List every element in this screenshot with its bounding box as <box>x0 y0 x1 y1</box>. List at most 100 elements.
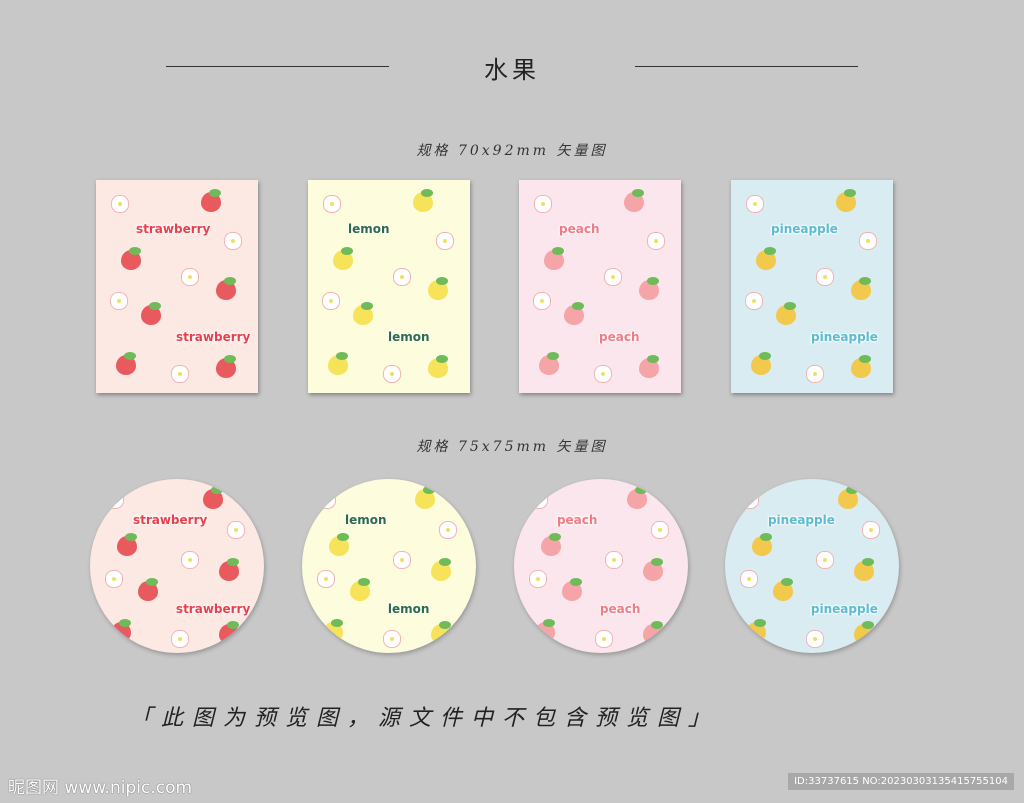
peach-icon <box>642 621 663 645</box>
leaf-icon <box>336 533 349 542</box>
flower-icon <box>604 268 622 286</box>
flower-icon <box>859 232 877 250</box>
peach-icon <box>564 302 584 325</box>
fruit-label: lemon <box>348 222 390 236</box>
title-rule-right <box>635 66 858 67</box>
peach-icon <box>540 533 561 557</box>
leaf-icon <box>436 277 448 285</box>
strawberry-icon <box>216 277 236 300</box>
peach-icon <box>639 355 659 378</box>
leaf-icon <box>124 533 137 542</box>
leaf-icon <box>436 355 448 363</box>
leaf-icon <box>861 557 874 566</box>
pineapple-icon <box>756 247 776 270</box>
flower-icon <box>647 232 665 250</box>
leaf-icon <box>331 618 344 627</box>
peach-icon <box>535 618 556 642</box>
leaf-icon <box>421 189 433 197</box>
fruit-label: lemon <box>344 513 387 528</box>
peach-icon <box>544 247 564 270</box>
flower-icon <box>171 365 189 383</box>
pineapple-icon <box>751 533 772 557</box>
strawberry-icon <box>201 189 221 212</box>
leaf-icon <box>547 352 559 360</box>
label-card-rect: peach peach <box>519 180 681 393</box>
flower-icon <box>529 570 548 589</box>
flower-icon <box>534 195 552 213</box>
leaf-icon <box>226 557 239 566</box>
label-card-round: strawberry strawberry <box>90 479 264 653</box>
lemon-icon <box>428 277 448 300</box>
leaf-icon <box>438 557 451 566</box>
peach-icon <box>639 277 659 300</box>
flower-icon <box>806 365 824 383</box>
flower-icon <box>816 550 835 569</box>
leaf-icon <box>647 355 659 363</box>
fruit-label: pineapple <box>767 513 835 528</box>
leaf-icon <box>146 578 159 587</box>
leaf-icon <box>210 485 223 494</box>
fruit-label: peach <box>599 601 641 616</box>
strawberry-icon <box>202 485 223 509</box>
fruit-label: lemon <box>387 601 430 616</box>
leaf-icon <box>764 247 776 255</box>
leaf-icon <box>341 247 353 255</box>
lemon-icon <box>428 355 448 378</box>
leaf-icon <box>650 621 663 630</box>
label-card-rect: strawberry strawberry <box>96 180 258 393</box>
flower-icon <box>436 232 454 250</box>
flower-icon <box>533 292 551 310</box>
strawberry-icon <box>138 578 159 602</box>
pineapple-icon <box>746 618 767 642</box>
flower-icon <box>181 268 199 286</box>
flower-icon <box>741 491 760 510</box>
flower-icon <box>393 268 411 286</box>
fruit-label: peach <box>559 222 600 236</box>
pineapple-icon <box>773 578 794 602</box>
image-id: ID:33737615 NO:20230303135415755104 <box>788 773 1014 790</box>
leaf-icon <box>759 352 771 360</box>
peach-icon <box>624 189 644 212</box>
flower-icon <box>322 292 340 310</box>
lemon-icon <box>414 485 435 509</box>
leaf-icon <box>149 302 161 310</box>
strawberry-icon <box>116 533 137 557</box>
leaf-icon <box>543 618 556 627</box>
pineapple-icon <box>851 355 871 378</box>
leaf-icon <box>754 618 767 627</box>
strawberry-icon <box>121 247 141 270</box>
strawberry-icon <box>218 621 239 645</box>
leaf-icon <box>647 277 659 285</box>
pineapple-icon <box>851 277 871 300</box>
spec-round-label: 规格 75x75mm 矢量图 <box>416 439 608 455</box>
leaf-icon <box>129 247 141 255</box>
flower-icon <box>594 630 613 649</box>
title-rule-left <box>166 66 389 67</box>
lemon-icon <box>328 533 349 557</box>
lemon-icon <box>333 247 353 270</box>
leaf-icon <box>209 189 221 197</box>
flower-icon <box>393 550 412 569</box>
flower-icon <box>110 292 128 310</box>
lemon-icon <box>350 578 371 602</box>
strawberry-icon <box>116 352 136 375</box>
fruit-label: pineapple <box>771 222 838 236</box>
flower-icon <box>439 521 458 540</box>
leaf-icon <box>119 618 132 627</box>
flower-icon <box>605 550 624 569</box>
flower-icon <box>651 521 670 540</box>
pineapple-icon <box>853 621 874 645</box>
fruit-label: strawberry <box>132 513 208 528</box>
leaf-icon <box>781 578 794 587</box>
flower-icon <box>382 630 401 649</box>
lemon-icon <box>413 189 433 212</box>
flower-icon <box>317 570 336 589</box>
flower-icon <box>745 292 763 310</box>
leaf-icon <box>634 485 647 494</box>
leaf-icon <box>650 557 663 566</box>
strawberry-icon <box>216 355 236 378</box>
leaf-icon <box>632 189 644 197</box>
fruit-label: strawberry <box>175 601 251 616</box>
leaf-icon <box>859 277 871 285</box>
fruit-label: lemon <box>388 330 430 344</box>
